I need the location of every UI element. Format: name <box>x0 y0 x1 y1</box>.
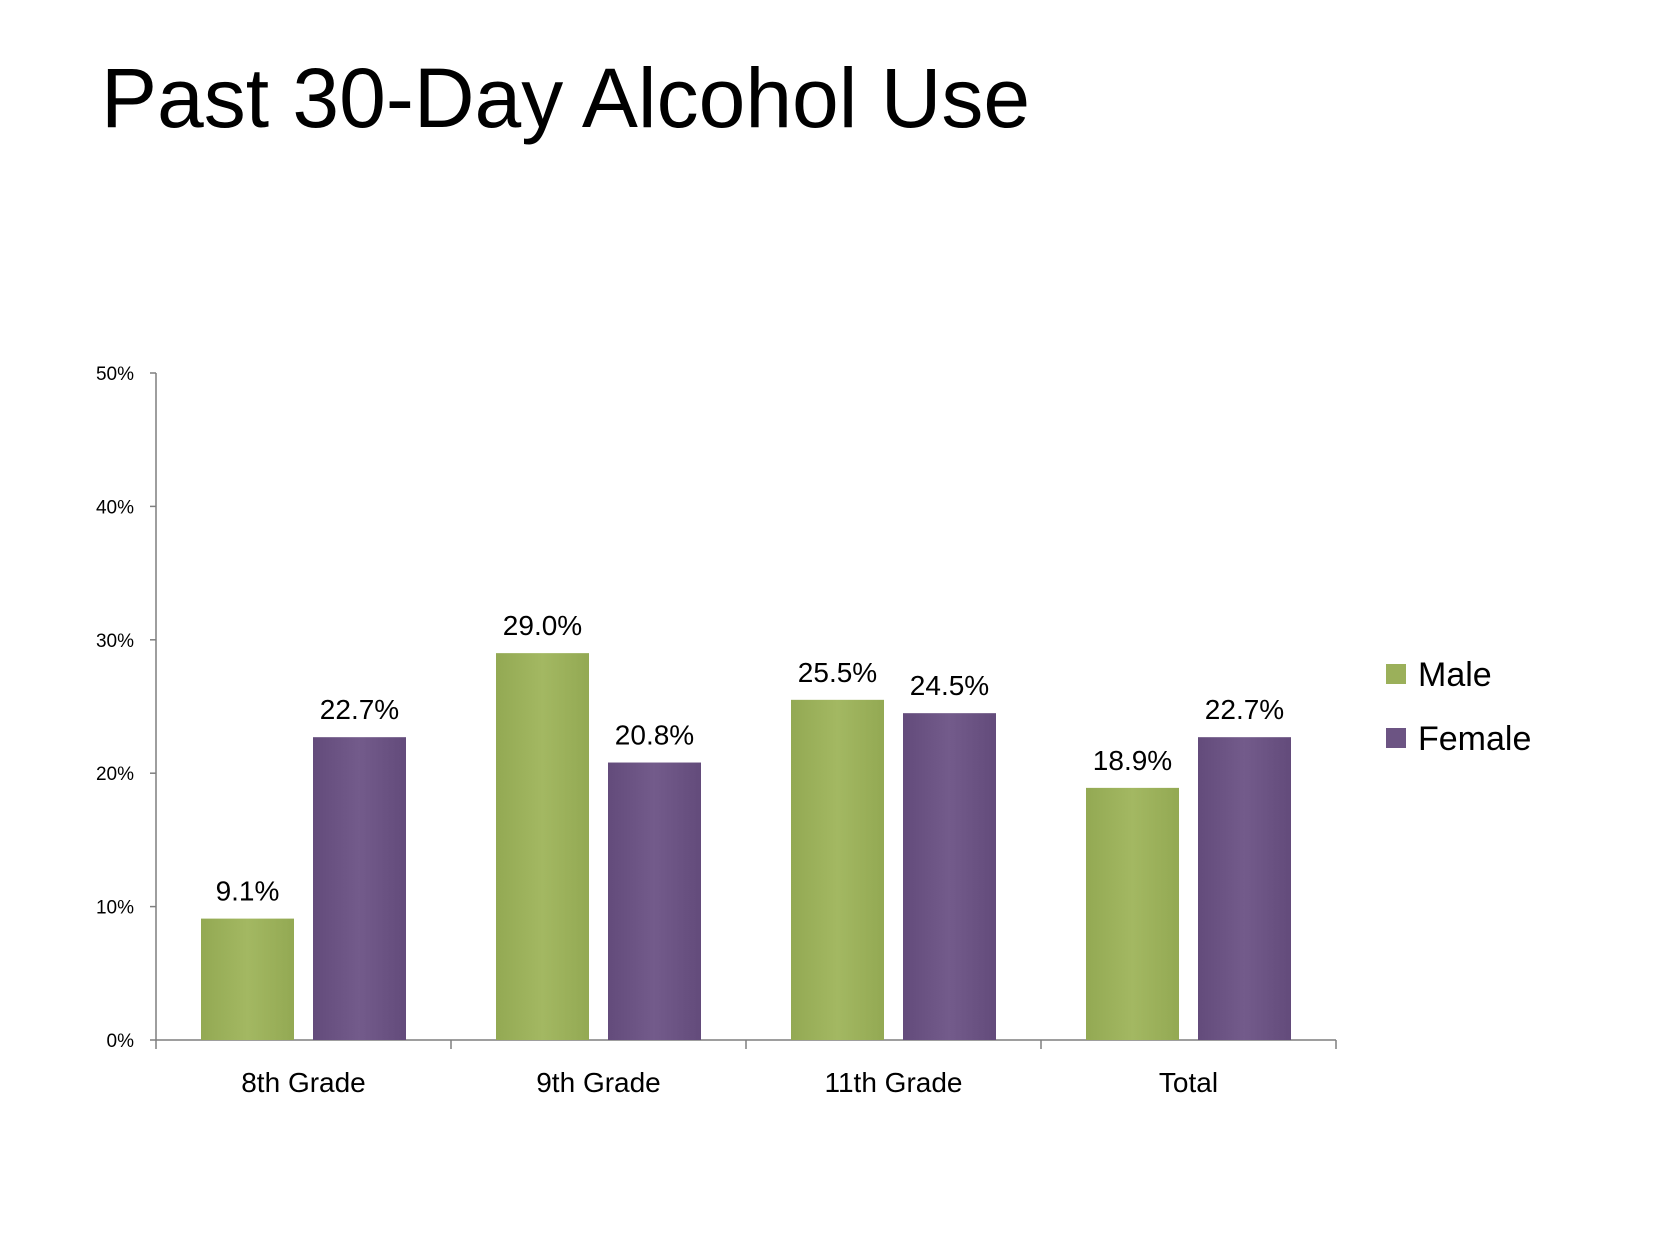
y-tick-label: 20% <box>96 764 134 785</box>
data-label: 24.5% <box>910 670 989 701</box>
bar-male-total <box>1086 787 1179 1040</box>
bar-male-8th-grade <box>201 918 294 1040</box>
legend-label-male: Male <box>1418 656 1492 694</box>
data-label: 22.7% <box>320 694 399 725</box>
bar-male-11th-grade <box>791 699 884 1040</box>
bars <box>201 653 1291 1040</box>
bar-male-9th-grade <box>496 653 589 1040</box>
x-category-label: Total <box>1159 1067 1218 1098</box>
data-label: 29.0% <box>503 610 582 641</box>
bar-female-total <box>1198 737 1291 1040</box>
bar-female-9th-grade <box>608 762 701 1040</box>
x-category-label: 9th Grade <box>536 1067 661 1098</box>
data-label: 20.8% <box>615 720 694 751</box>
legend-swatch-male <box>1386 664 1406 684</box>
y-tick-label: 50% <box>96 364 134 385</box>
data-label: 18.9% <box>1093 745 1172 776</box>
legend: Male Female <box>1386 656 1531 758</box>
data-label: 25.5% <box>798 657 877 688</box>
y-axis: 0% 10% 20% 30% 40% 50% <box>96 364 157 1052</box>
bar-female-8th-grade <box>313 737 406 1040</box>
data-label: 22.7% <box>1205 694 1284 725</box>
y-tick-label: 30% <box>96 631 134 652</box>
x-category-label: 8th Grade <box>241 1067 366 1098</box>
slide-title: Past 30-Day Alcohol Use <box>101 51 1031 145</box>
data-labels: 9.1% 22.7% 29.0% 20.8% 25.5% 24.5% 18.9% 22.7% <box>216 610 1285 906</box>
y-tick-label: 0% <box>107 1031 135 1052</box>
x-category-label: 11th Grade <box>824 1067 962 1098</box>
legend-swatch-female <box>1386 728 1406 748</box>
legend-label-female: Female <box>1418 720 1531 758</box>
y-tick-label: 40% <box>96 497 134 518</box>
data-label: 9.1% <box>216 876 280 907</box>
y-tick-label: 10% <box>96 898 134 919</box>
bar-female-11th-grade <box>903 713 996 1040</box>
x-axis: 8th Grade 9th Grade 11th Grade Total <box>155 1039 1337 1098</box>
